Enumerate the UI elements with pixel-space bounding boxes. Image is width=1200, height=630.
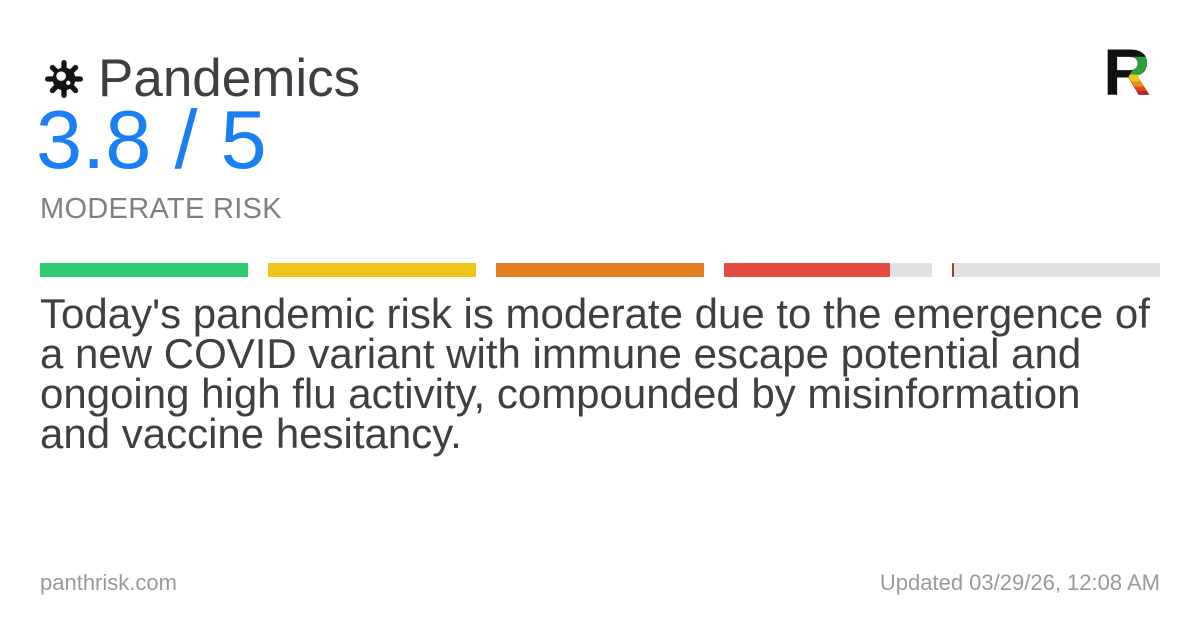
svg-text:R: R bbox=[1103, 36, 1150, 108]
